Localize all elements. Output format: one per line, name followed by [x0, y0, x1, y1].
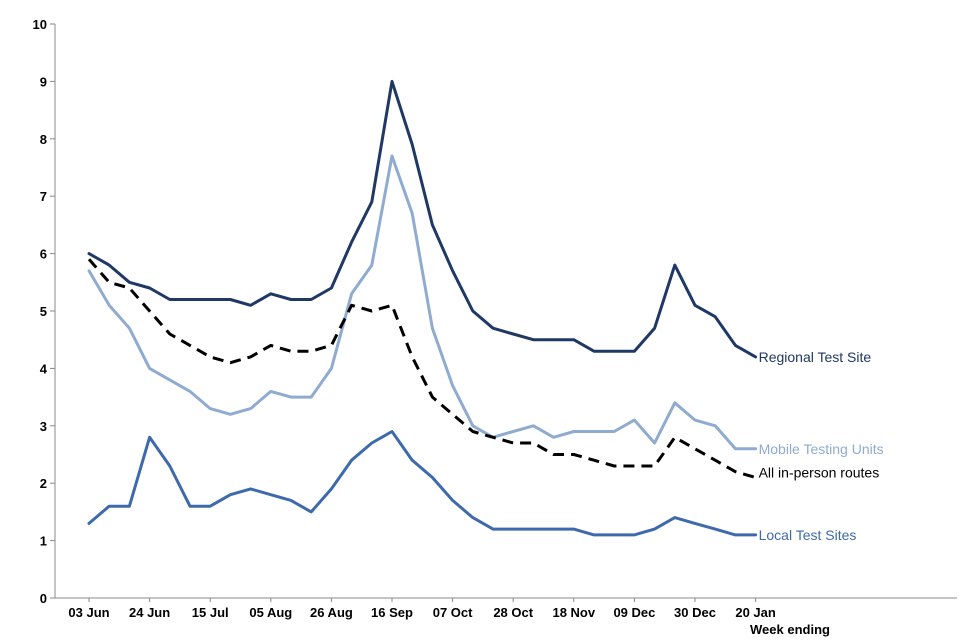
series-labels: Regional Test Site Mobile Testing Units Al…: [759, 349, 884, 543]
x-tick-label: 05 Aug: [249, 605, 292, 620]
y-tick-label: 1: [40, 534, 47, 549]
x-tick-label: 09 Dec: [613, 605, 655, 620]
x-tick-label: 28 Oct: [493, 605, 533, 620]
x-tick-label: 15 Jul: [192, 605, 229, 620]
series-label: Regional Test Site: [759, 349, 872, 365]
x-axis-title: Week ending: [750, 622, 830, 637]
series-label: Mobile Testing Units: [759, 441, 884, 457]
y-tick-label: 10: [33, 17, 47, 32]
y-tick-label: 5: [40, 304, 47, 319]
series-lines: [87, 79, 758, 537]
x-tick-label: 30 Dec: [674, 605, 716, 620]
x-ticks: 03 Jun 24 Jun 15 Jul 05 Aug 26 Aug 16 Sep 07 O…: [68, 598, 776, 620]
x-tick-label: 07 Oct: [433, 605, 473, 620]
y-tick-label: 0: [40, 591, 47, 606]
x-tick-label: 24 Jun: [129, 605, 170, 620]
x-tick-label: 16 Sep: [371, 605, 413, 620]
y-tick-label: 2: [40, 476, 47, 491]
y-tick-label: 8: [40, 132, 47, 147]
y-tick-label: 6: [40, 247, 47, 262]
series-line-all-in-person-routes: [87, 258, 757, 479]
series-label: All in-person routes: [759, 464, 880, 480]
y-tick-label: 7: [40, 189, 47, 204]
series-label: Local Test Sites: [759, 527, 857, 543]
y-tick-label: 4: [40, 361, 48, 376]
x-tick-label: 26 Aug: [310, 605, 353, 620]
series-line-regional-test-site: [87, 79, 758, 359]
y-ticks: 0 1 2 3 4 5 6 7 8 9 10: [33, 17, 55, 606]
axes: [54, 24, 957, 599]
series-line-local-test-sites: [87, 430, 758, 537]
y-tick-label: 9: [40, 74, 47, 89]
series-line-mobile-testing-units: [87, 154, 758, 451]
x-tick-label: 03 Jun: [68, 605, 109, 620]
y-tick-label: 3: [40, 419, 47, 434]
x-tick-label: 20 Jan: [735, 605, 776, 620]
x-tick-label: 18 Nov: [552, 605, 595, 620]
